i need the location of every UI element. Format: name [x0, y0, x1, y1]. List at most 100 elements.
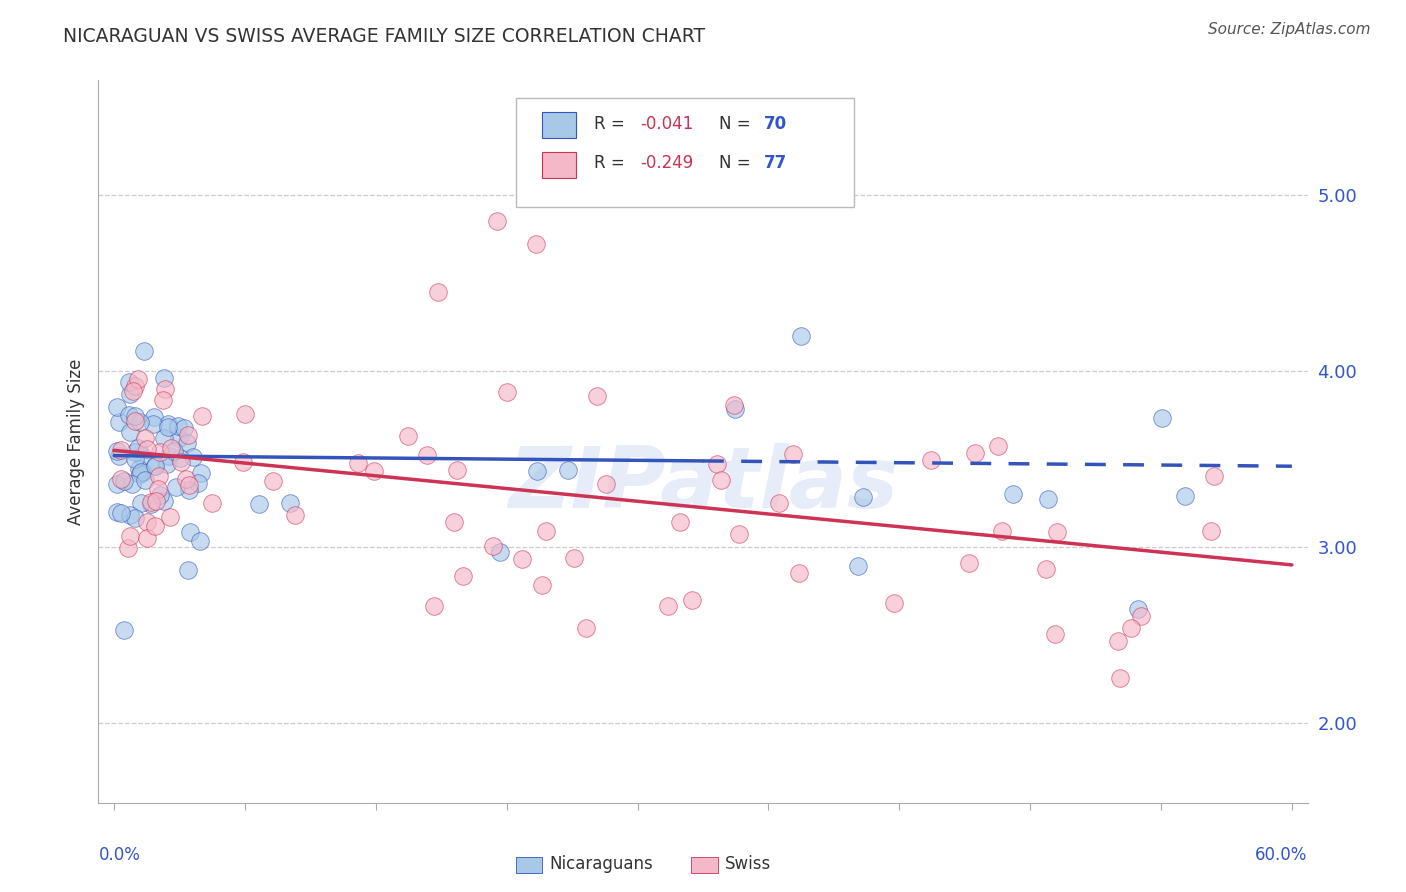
- Point: [575, 621, 598, 635]
- Point: [1199, 524, 1222, 538]
- Point: [145, 519, 167, 533]
- Point: [176, 435, 198, 450]
- Point: [124, 378, 146, 392]
- Text: 77: 77: [763, 154, 787, 172]
- Point: [156, 417, 179, 432]
- Point: [443, 515, 465, 529]
- Point: [280, 495, 302, 509]
- Point: [233, 407, 256, 421]
- Point: [181, 450, 204, 465]
- Point: [782, 447, 804, 461]
- Point: [190, 466, 212, 480]
- Point: [416, 448, 439, 462]
- Point: [167, 419, 190, 434]
- Point: [1121, 621, 1143, 635]
- Point: [174, 472, 197, 486]
- Point: [129, 415, 152, 429]
- Point: [169, 455, 191, 469]
- Point: [142, 410, 165, 425]
- Point: [495, 385, 517, 400]
- Point: [149, 488, 172, 502]
- Point: [136, 442, 159, 456]
- Point: [149, 445, 172, 459]
- Point: [110, 442, 132, 457]
- Text: Nicaraguans: Nicaraguans: [550, 855, 654, 873]
- Point: [159, 510, 181, 524]
- Point: [105, 505, 128, 519]
- Point: [176, 563, 198, 577]
- Point: [1035, 562, 1057, 576]
- Point: [1174, 489, 1197, 503]
- Point: [129, 496, 152, 510]
- Point: [153, 431, 176, 445]
- Point: [191, 409, 214, 423]
- Point: [124, 452, 146, 467]
- Point: [165, 480, 187, 494]
- Point: [1150, 411, 1173, 425]
- Point: [153, 382, 176, 396]
- Point: [963, 446, 986, 460]
- Point: [990, 524, 1012, 539]
- Point: [920, 453, 942, 467]
- Point: [363, 464, 385, 478]
- Point: [118, 376, 141, 390]
- Point: [846, 559, 869, 574]
- Point: [139, 495, 162, 509]
- Point: [105, 401, 128, 415]
- Point: [153, 370, 176, 384]
- Point: [120, 529, 142, 543]
- Point: [128, 462, 150, 476]
- Point: [105, 444, 128, 458]
- Point: [1109, 671, 1132, 685]
- Point: [883, 596, 905, 610]
- Point: [232, 455, 254, 469]
- Point: [117, 541, 139, 555]
- Point: [1129, 608, 1152, 623]
- Point: [160, 442, 183, 456]
- Text: R =: R =: [595, 154, 630, 172]
- Point: [122, 384, 145, 398]
- Point: [173, 421, 195, 435]
- Point: [118, 508, 141, 522]
- Point: [124, 409, 146, 424]
- Point: [145, 494, 167, 508]
- Point: [143, 459, 166, 474]
- Point: [105, 477, 128, 491]
- Point: [557, 463, 579, 477]
- FancyBboxPatch shape: [690, 857, 717, 873]
- Point: [485, 214, 508, 228]
- Point: [188, 533, 211, 548]
- Point: [131, 449, 153, 463]
- Point: [136, 531, 159, 545]
- Point: [118, 386, 141, 401]
- Point: [124, 414, 146, 428]
- Point: [152, 494, 174, 508]
- Point: [446, 462, 468, 476]
- Point: [179, 524, 201, 539]
- Point: [789, 566, 811, 581]
- Point: [534, 524, 557, 539]
- Text: 60.0%: 60.0%: [1256, 847, 1308, 864]
- Point: [657, 599, 679, 613]
- Point: [201, 496, 224, 510]
- Point: [1107, 633, 1129, 648]
- FancyBboxPatch shape: [543, 152, 576, 178]
- Point: [1202, 468, 1225, 483]
- Point: [134, 473, 156, 487]
- Text: R =: R =: [595, 115, 630, 133]
- Point: [451, 569, 474, 583]
- Point: [724, 401, 747, 416]
- Point: [852, 490, 875, 504]
- Point: [187, 475, 209, 490]
- Point: [129, 467, 152, 481]
- Point: [524, 237, 547, 252]
- Point: [710, 473, 733, 487]
- Text: N =: N =: [718, 115, 755, 133]
- Point: [669, 516, 692, 530]
- Point: [110, 472, 132, 486]
- Point: [132, 344, 155, 359]
- Point: [132, 465, 155, 479]
- Point: [148, 468, 170, 483]
- Point: [118, 408, 141, 422]
- Text: -0.249: -0.249: [640, 154, 693, 172]
